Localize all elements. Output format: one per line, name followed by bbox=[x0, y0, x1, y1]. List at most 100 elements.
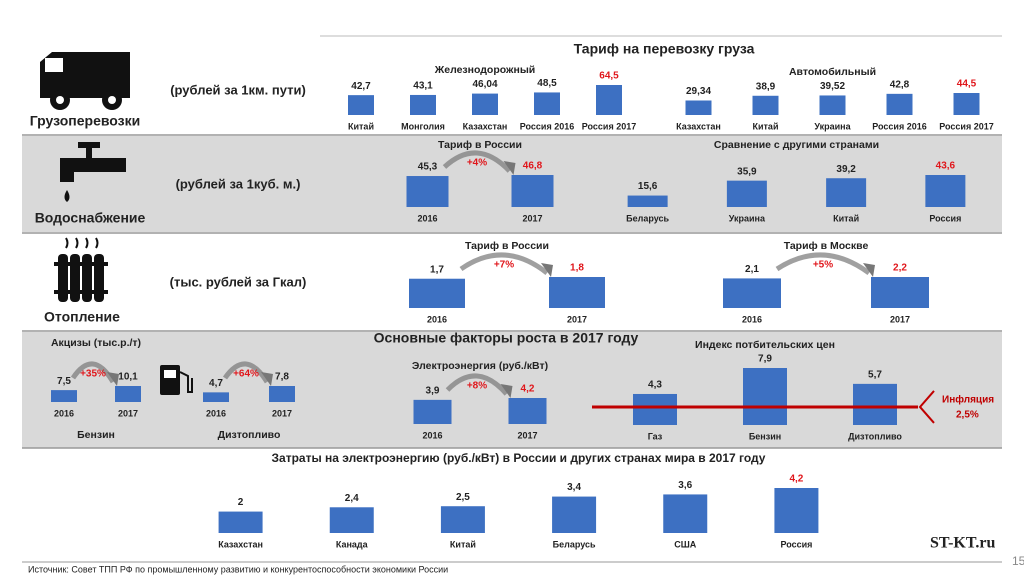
section-title: Отопление bbox=[44, 309, 120, 325]
growth-arrow bbox=[222, 361, 270, 384]
growth-label: +35% bbox=[80, 369, 106, 380]
bar bbox=[685, 100, 712, 115]
bar bbox=[752, 95, 779, 115]
reference-chevron bbox=[918, 390, 935, 424]
x-tick-label: 2017 bbox=[522, 213, 542, 223]
chart-title: Тариф в России bbox=[438, 139, 522, 151]
bar bbox=[534, 92, 560, 115]
unit-label: (рублей за 1км. пути) bbox=[170, 82, 306, 97]
x-tick-label: 2017 bbox=[272, 408, 292, 418]
section-header: Основные факторы роста в 2017 году bbox=[374, 330, 639, 346]
bar bbox=[440, 506, 485, 533]
x-tick-label: Украина bbox=[814, 121, 851, 131]
value-label: 1,7 bbox=[430, 264, 444, 275]
value-label: 29,34 bbox=[686, 86, 711, 97]
growth-label: +5% bbox=[813, 260, 833, 271]
x-tick-label: Россия 2016 bbox=[872, 121, 926, 131]
bar bbox=[627, 195, 668, 207]
bar bbox=[826, 178, 867, 207]
bar bbox=[115, 386, 141, 402]
value-label: 43,6 bbox=[936, 161, 956, 172]
value-label: 4,3 bbox=[648, 380, 662, 391]
bar bbox=[218, 511, 263, 533]
x-tick-label: Канада bbox=[336, 539, 369, 549]
bar bbox=[774, 488, 819, 533]
bar bbox=[203, 392, 229, 402]
bar bbox=[886, 93, 913, 115]
x-tick-label: 2016 bbox=[206, 408, 226, 418]
bar bbox=[511, 175, 554, 207]
value-label: 4,2 bbox=[789, 474, 803, 485]
x-tick-label: 2016 bbox=[54, 408, 74, 418]
value-label: 46,04 bbox=[472, 79, 497, 90]
value-label: 38,9 bbox=[756, 81, 776, 92]
x-tick-label: Казахстан bbox=[463, 121, 508, 131]
value-label: 1,8 bbox=[570, 263, 584, 274]
unit-label: (тыс. рублей за Гкал) bbox=[170, 274, 307, 289]
bar bbox=[472, 93, 498, 115]
value-label: 3,4 bbox=[567, 482, 581, 493]
logo-bg bbox=[927, 533, 1005, 553]
chart-title: Тариф в Москве bbox=[784, 240, 869, 252]
x-tick-label: 2016 bbox=[427, 314, 447, 324]
page-number: 15 bbox=[1012, 554, 1024, 568]
value-label: 2,2 bbox=[893, 263, 907, 274]
bar bbox=[348, 95, 374, 115]
value-label: 64,5 bbox=[599, 71, 619, 82]
x-tick-label: Китай bbox=[450, 539, 476, 549]
bar bbox=[953, 93, 980, 115]
value-label: 42,8 bbox=[890, 79, 910, 90]
value-label: 39,52 bbox=[820, 81, 845, 92]
x-tick-label: Беларусь bbox=[626, 213, 669, 223]
bar bbox=[413, 399, 452, 424]
chart-title: Автомобильный bbox=[789, 66, 876, 78]
bar bbox=[410, 94, 436, 115]
x-tick-label: Китай bbox=[833, 213, 859, 223]
bar bbox=[633, 393, 677, 425]
bar bbox=[269, 386, 295, 402]
x-tick-label: 2016 bbox=[422, 430, 442, 440]
arrow-head bbox=[863, 263, 875, 277]
x-tick-label: Россия 2016 bbox=[520, 121, 574, 131]
section-header: Тариф на перевозку груза bbox=[574, 41, 755, 57]
chart-title: Железнодорожный bbox=[434, 64, 536, 76]
value-label: 39,2 bbox=[836, 164, 856, 175]
arrow-head bbox=[541, 263, 553, 277]
section-title: Водоснабжение bbox=[35, 210, 146, 226]
bar bbox=[406, 176, 449, 207]
value-label: 2,1 bbox=[745, 264, 759, 275]
growth-label: +7% bbox=[494, 260, 514, 271]
x-tick-label: Бензин bbox=[749, 431, 781, 441]
x-tick-label: Беларусь bbox=[553, 539, 596, 549]
x-tick-label: Китай bbox=[753, 121, 779, 131]
bar bbox=[549, 277, 605, 308]
value-label: 10,1 bbox=[118, 372, 138, 383]
value-label: 45,3 bbox=[418, 162, 438, 173]
source: Источник: Совет ТПП РФ по промышленному … bbox=[28, 564, 448, 574]
value-label: 5,7 bbox=[868, 370, 882, 381]
value-label: 3,9 bbox=[426, 385, 440, 396]
bar bbox=[51, 390, 77, 402]
value-label: 15,6 bbox=[638, 181, 658, 192]
x-tick-label: Россия bbox=[780, 539, 812, 549]
arrow-head bbox=[503, 161, 516, 175]
growth-arrow bbox=[459, 252, 549, 275]
bar bbox=[409, 278, 465, 308]
x-tick-label: Китай bbox=[348, 121, 374, 131]
x-label: Дизтопливо bbox=[218, 429, 281, 441]
bar bbox=[508, 398, 547, 424]
chart-title: Тариф в России bbox=[465, 240, 549, 252]
growth-label: +64% bbox=[233, 369, 259, 380]
chart-title: Индекс потбительских цен bbox=[695, 339, 835, 351]
value-label: 46,8 bbox=[523, 161, 543, 172]
bar bbox=[819, 95, 846, 115]
chart-title: Акцизы (тыс.р./т) bbox=[51, 337, 141, 349]
x-tick-label: Дизтопливо bbox=[848, 431, 902, 441]
chart-title: Электроэнергия (руб./кВт) bbox=[412, 360, 548, 372]
x-tick-label: 2016 bbox=[742, 314, 762, 324]
bar bbox=[871, 277, 929, 308]
x-tick-label: 2017 bbox=[118, 408, 138, 418]
x-tick-label: 2017 bbox=[890, 314, 910, 324]
x-tick-label: Россия 2017 bbox=[582, 121, 636, 131]
